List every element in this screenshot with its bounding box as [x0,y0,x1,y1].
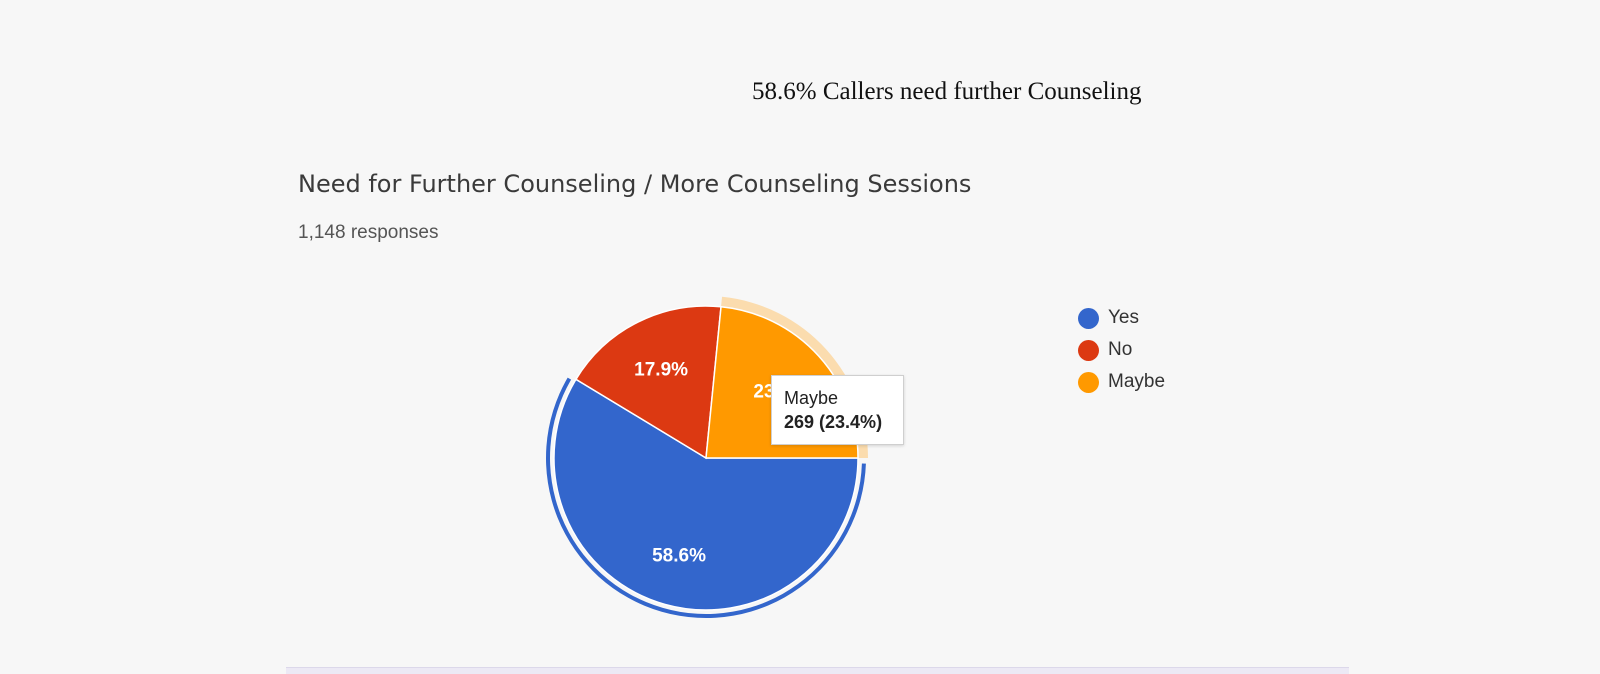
pie-slices [553,305,859,611]
card-footer-bar [286,667,1349,674]
chart-caption: 58.6% Callers need further Counseling [752,78,1142,105]
chart-title: Need for Further Counseling / More Couns… [298,170,972,198]
legend-item-yes[interactable]: Yes [1078,302,1165,334]
legend-label-yes: Yes [1108,307,1139,328]
chart-legend: Yes No Maybe [1078,302,1165,398]
tooltip-value: 269 (23.4%) [784,412,883,432]
response-count: 1,148 responses [298,222,439,243]
legend-swatch-maybe [1078,371,1099,393]
legend-item-maybe[interactable]: Maybe [1078,366,1165,398]
legend-label-no: No [1108,339,1133,360]
tooltip-label: Maybe [784,388,839,408]
legend-label-maybe: Maybe [1108,371,1166,392]
pie-slice-no[interactable] [574,305,722,460]
pie-slice-label-no: 17.9% [634,359,688,380]
legend-item-no[interactable]: No [1078,334,1165,366]
pie-slice-yes[interactable] [553,378,859,611]
slice-tooltip: Maybe 269 (23.4%) [771,375,904,445]
legend-swatch-no [1078,339,1099,361]
legend-swatch-yes [1078,307,1099,329]
pie-slice-label-yes: 58.6% [652,546,706,567]
